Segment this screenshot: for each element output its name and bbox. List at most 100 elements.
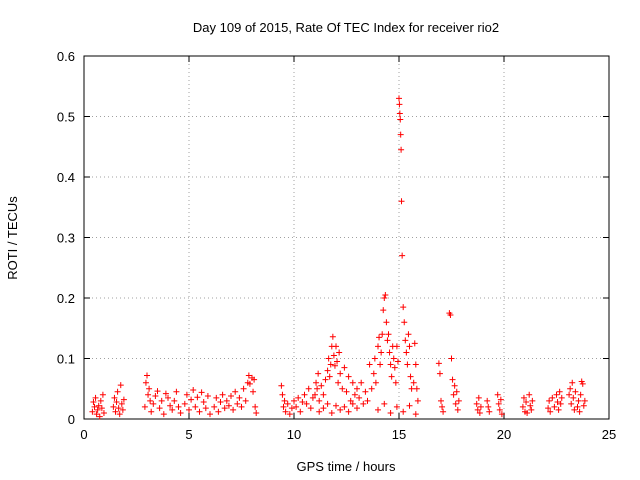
data-point: [581, 397, 588, 404]
data-point: [336, 349, 343, 356]
data-point: [162, 390, 169, 397]
data-point: [572, 388, 579, 395]
data-point: [571, 406, 578, 413]
data-point: [96, 413, 103, 420]
data-point: [113, 399, 120, 406]
data-point: [329, 333, 336, 340]
data-point: [147, 397, 154, 404]
data-point: [451, 382, 458, 389]
data-point: [207, 411, 213, 418]
data-point: [414, 397, 421, 404]
data-point: [398, 198, 405, 205]
data-point: [279, 391, 286, 398]
data-point: [111, 394, 118, 401]
data-point: [335, 379, 342, 386]
data-point: [398, 146, 405, 153]
data-point: [551, 403, 558, 410]
data-point: [171, 397, 178, 404]
data-point: [99, 391, 106, 398]
data-point: [397, 116, 404, 123]
data-point: [112, 408, 119, 415]
data-point: [405, 331, 412, 338]
y-tick-labels: 0 0.1 0.2 0.3 0.4 0.5 0.6: [57, 49, 75, 427]
data-point: [278, 382, 285, 389]
data-point: [580, 402, 587, 409]
data-point: [119, 406, 126, 413]
data-point: [286, 411, 293, 418]
data-point: [314, 385, 321, 392]
data-point: [577, 391, 584, 398]
data-point: [362, 388, 369, 395]
data-point: [381, 295, 388, 301]
data-point: [299, 399, 306, 406]
data-point: [90, 399, 97, 406]
data-point: [403, 349, 410, 356]
data-point: [232, 388, 239, 395]
data-point: [301, 391, 308, 398]
data-point: [383, 319, 390, 326]
data-point: [95, 402, 102, 409]
data-point: [219, 391, 226, 398]
data-point: [576, 408, 583, 415]
data-point: [204, 393, 211, 400]
data-point: [181, 400, 188, 407]
data-point: [190, 386, 197, 393]
data-point: [547, 408, 554, 415]
y-tick-label: 0.6: [57, 49, 75, 64]
data-point: [448, 355, 455, 362]
data-point: [554, 399, 561, 406]
data-point: [366, 361, 373, 368]
data-point: [381, 400, 388, 407]
data-point: [408, 385, 415, 392]
data-point: [236, 394, 243, 401]
data-point: [553, 391, 560, 398]
data-point: [370, 370, 377, 377]
data-point: [177, 409, 184, 416]
data-point: [375, 343, 381, 350]
data-point: [188, 396, 195, 403]
x-tick-label: 15: [392, 427, 406, 442]
data-point: [455, 397, 462, 404]
data-point: [307, 405, 314, 412]
data-point: [240, 385, 247, 392]
data-point: [322, 376, 329, 383]
data-point: [570, 394, 577, 401]
data-point: [318, 382, 325, 389]
data-point: [519, 403, 526, 410]
data-point: [452, 400, 459, 407]
data-point: [347, 397, 354, 404]
axis-ticks: [83, 55, 610, 420]
data-point: [230, 406, 237, 413]
data-point: [485, 403, 492, 410]
data-point: [375, 406, 381, 413]
data-point: [412, 361, 419, 368]
data-point: [337, 370, 344, 377]
data-point: [380, 307, 387, 314]
data-point: [337, 406, 344, 413]
data-point: [91, 403, 98, 410]
y-tick-label: 0.4: [57, 170, 75, 185]
data-point: [557, 400, 564, 407]
data-point: [194, 394, 201, 401]
data-point: [351, 391, 358, 398]
data-point: [404, 361, 411, 368]
data-point: [217, 399, 224, 406]
data-point: [324, 367, 331, 374]
data-point: [324, 400, 331, 407]
data-point: [406, 343, 413, 350]
chart-title: Day 109 of 2015, Rate Of TEC Index for r…: [193, 20, 499, 35]
data-point: [282, 408, 289, 415]
data-point: [315, 370, 322, 377]
data-point: [92, 394, 99, 401]
data-point: [320, 405, 327, 412]
data-point: [447, 311, 454, 318]
data-point: [529, 397, 536, 404]
data-point: [377, 361, 384, 368]
data-point: [148, 408, 155, 415]
data-point: [309, 394, 316, 401]
data-point: [354, 385, 360, 392]
data-point: [288, 405, 295, 412]
y-tick-label: 0.1: [57, 352, 75, 367]
data-point: [385, 331, 392, 338]
